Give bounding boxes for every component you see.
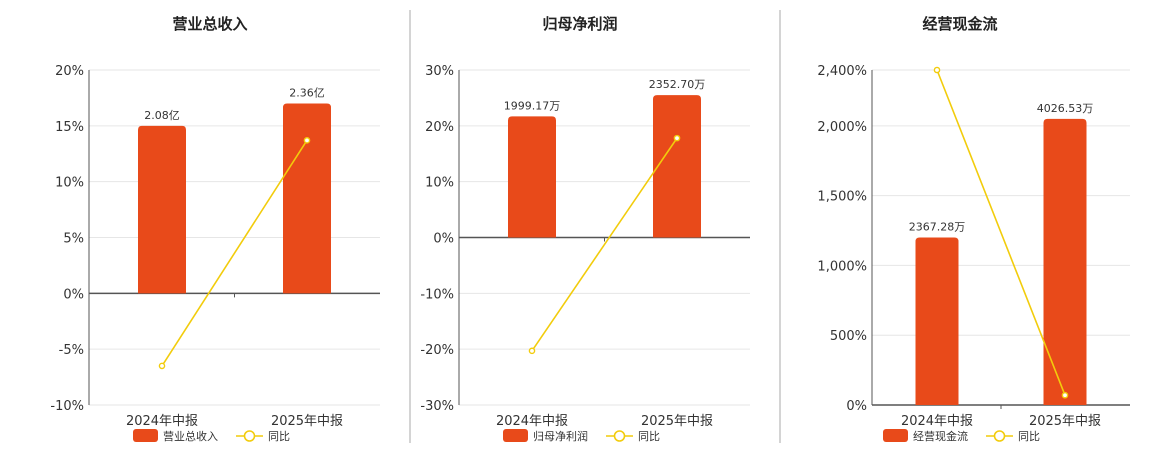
y-tick-label: 20% (55, 64, 84, 79)
y-tick-label: -10% (420, 287, 454, 302)
bar-1 (915, 237, 959, 405)
legend-bar-label: 经营现金流 (913, 429, 968, 443)
legend-line-label: 同比 (638, 430, 660, 443)
chart-title: 经营现金流 (922, 15, 997, 33)
y-tick-label: 20% (425, 120, 454, 135)
y-tick-label: -20% (420, 343, 454, 358)
x-category-label: 2025年中报 (271, 414, 343, 429)
bar-data-label: 1999.17万 (504, 99, 561, 112)
yoy-point-1 (933, 66, 941, 74)
y-tick-label: 500% (830, 329, 867, 344)
x-category-label: 2025年中报 (1029, 414, 1101, 429)
y-tick-label: 0% (433, 232, 454, 247)
legend-line-marker (993, 430, 1006, 442)
legend-line-marker (613, 430, 626, 442)
y-tick-label: -5% (59, 343, 84, 358)
legend-line-label: 同比 (1018, 430, 1040, 443)
bar-2 (1043, 118, 1087, 406)
yoy-point-1 (158, 362, 166, 370)
bar-1 (138, 125, 186, 294)
y-tick-label: 2,400% (817, 64, 867, 79)
y-tick-label: 10% (425, 176, 454, 191)
y-tick-label: 0% (846, 399, 867, 414)
y-tick-label: -10% (50, 399, 84, 414)
bar-data-label: 2352.70万 (649, 78, 706, 91)
bar-2 (283, 103, 331, 294)
chart-panel-3: 经营现金流 2,400% 2,000% 1,500% 1,000% 500% 0% 2367.… (817, 15, 1130, 443)
legend-line-marker (243, 430, 256, 442)
y-tick-label: 1,000% (817, 259, 867, 274)
legend-bar-label: 归母净利润 (533, 429, 588, 443)
yoy-line (161, 139, 308, 367)
legend-bar-swatch (883, 429, 908, 442)
chart-panel-2: 归母净利润 30% 20% 10% 0% -10% -20% -30% 1999.17万 2352… (420, 15, 750, 443)
yoy-point-2 (673, 134, 681, 142)
bar-1 (508, 116, 556, 238)
y-tick-label: 1,500% (817, 190, 867, 205)
chart-title: 营业总收入 (172, 15, 247, 33)
y-tick-label: 30% (425, 64, 454, 79)
legend: 营业总收入 同比 (133, 429, 290, 443)
yoy-line (936, 69, 1066, 396)
y-tick-label: 10% (55, 176, 84, 191)
y-tick-label: 5% (63, 232, 84, 247)
legend-line-label: 同比 (268, 430, 290, 443)
legend: 经营现金流 同比 (883, 429, 1040, 443)
x-category-label: 2025年中报 (641, 414, 713, 429)
yoy-line (531, 137, 678, 352)
x-category-label: 2024年中报 (496, 414, 568, 429)
x-category-label: 2024年中报 (901, 414, 973, 429)
yoy-point-2 (303, 137, 311, 144)
x-category-label: 2024年中报 (126, 414, 198, 429)
y-tick-label: 2,000% (817, 120, 867, 135)
yoy-point-2 (1061, 391, 1069, 399)
bar-data-label: 2367.28万 (909, 221, 966, 234)
legend-bar-swatch (133, 429, 158, 442)
y-tick-label: -30% (420, 399, 454, 414)
legend: 归母净利润 同比 (503, 429, 660, 443)
chart-title: 归母净利润 (542, 15, 617, 33)
bar-2 (653, 95, 701, 238)
y-tick-label: 0% (63, 287, 84, 302)
legend-bar-swatch (503, 429, 528, 442)
bar-data-label: 4026.53万 (1037, 102, 1094, 115)
bar-data-label: 2.08亿 (144, 109, 180, 122)
bar-data-label: 2.36亿 (289, 87, 325, 100)
legend-bar-label: 营业总收入 (163, 429, 218, 443)
y-tick-label: 15% (55, 120, 84, 135)
yoy-point-1 (528, 347, 536, 355)
chart-panel-1: 营业总收入 20% 15% 10% 5% 0% -5% -10% 2.08亿 2.36亿 2024年… (50, 15, 380, 443)
